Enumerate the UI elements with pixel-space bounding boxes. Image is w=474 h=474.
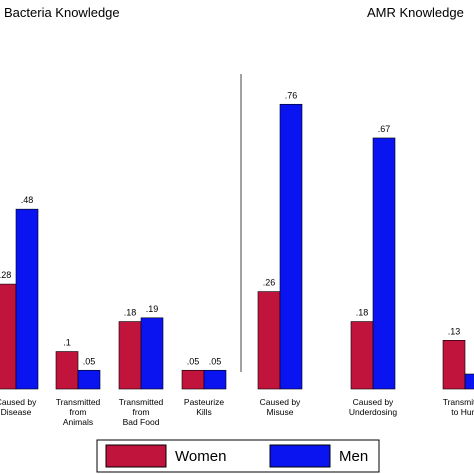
category-label-line: Caused by	[353, 397, 394, 407]
legend-label-men: Men	[339, 448, 368, 465]
legend: Women Men	[96, 439, 380, 473]
category-label-line: Bad Food	[123, 417, 160, 427]
category-label-0-3: Pasteurize Kills	[184, 397, 224, 417]
bar-women-1-1	[350, 321, 374, 390]
panel-title-amr: AMR Knowledge	[367, 5, 464, 20]
category-label-0-1: Transmitted from Animals	[56, 397, 101, 427]
value-label-women-0-2: .18	[124, 308, 137, 318]
value-label-women-0-1: .1	[63, 338, 71, 348]
category-label-line: Kills	[196, 407, 212, 417]
category-label-line: Animals	[63, 417, 93, 427]
legend-swatch-men	[269, 444, 331, 468]
value-label-women-1-0: .26	[263, 278, 276, 288]
panel-title-bacteria: Bacteria Knowledge	[4, 5, 120, 20]
value-label-men-0-2: .19	[146, 304, 159, 314]
bar-men-0-0	[15, 208, 39, 390]
value-label-women-0-0: .28	[0, 270, 11, 280]
bar-women-0-3	[181, 369, 205, 390]
category-label-line: Pasteurize	[184, 397, 224, 407]
value-label-women-1-1: .18	[356, 308, 369, 318]
value-labels-group: .28 .48 .1 .05 .18 .19 .05 .05 .26 .76 .18 .67 .13	[0, 90, 460, 366]
value-label-women-1-2: .13	[448, 326, 461, 336]
category-label-line: Transmitted	[56, 397, 101, 407]
value-label-men-1-0: .76	[285, 90, 298, 100]
bar-men-0-2	[140, 317, 164, 390]
bar-men-1-2	[464, 373, 474, 390]
category-label-line: Underdosing	[349, 407, 397, 417]
category-label-line: Misuse	[267, 407, 294, 417]
bar-women-1-0	[257, 291, 281, 390]
category-label-1-0: Caused by Misuse	[260, 397, 301, 417]
value-label-women-0-3: .05	[187, 356, 200, 366]
bars-group	[0, 103, 474, 390]
value-label-men-0-1: .05	[83, 356, 96, 366]
category-label-line: to Hum	[451, 407, 474, 417]
category-label-line: Transmitted	[119, 397, 164, 407]
legend-swatch-women	[105, 444, 167, 468]
bar-men-1-0	[279, 103, 303, 390]
category-label-line: from	[70, 407, 87, 417]
category-label-line: Transmitted	[443, 397, 474, 407]
bar-men-0-3	[203, 369, 227, 390]
bar-men-0-1	[77, 369, 101, 390]
value-label-men-1-1: .67	[378, 124, 391, 134]
category-label-line: Disease	[1, 407, 32, 417]
category-label-0-2: Transmitted from Bad Food	[119, 397, 164, 427]
value-label-men-0-3: .05	[209, 356, 222, 366]
category-label-line: Caused by	[0, 397, 37, 407]
legend-label-women: Women	[175, 448, 226, 465]
bar-women-1-2	[442, 339, 466, 390]
category-label-line: Caused by	[260, 397, 301, 407]
category-label-1-2: Transmittedto Hum	[443, 397, 474, 417]
category-label-line: from	[133, 407, 150, 417]
bar-women-0-1	[55, 351, 79, 390]
bar-women-0-0	[0, 283, 17, 390]
panel-titles: Bacteria Knowledge AMR Knowledge	[4, 5, 464, 20]
category-label-1-1: Caused by Underdosing	[349, 397, 397, 417]
bar-men-1-1	[372, 137, 396, 390]
category-labels-group: Caused byDiseaseTransmittedfromAnimalsTr…	[0, 397, 474, 427]
bar-women-0-2	[118, 321, 142, 390]
value-label-men-0-0: .48	[21, 195, 34, 205]
